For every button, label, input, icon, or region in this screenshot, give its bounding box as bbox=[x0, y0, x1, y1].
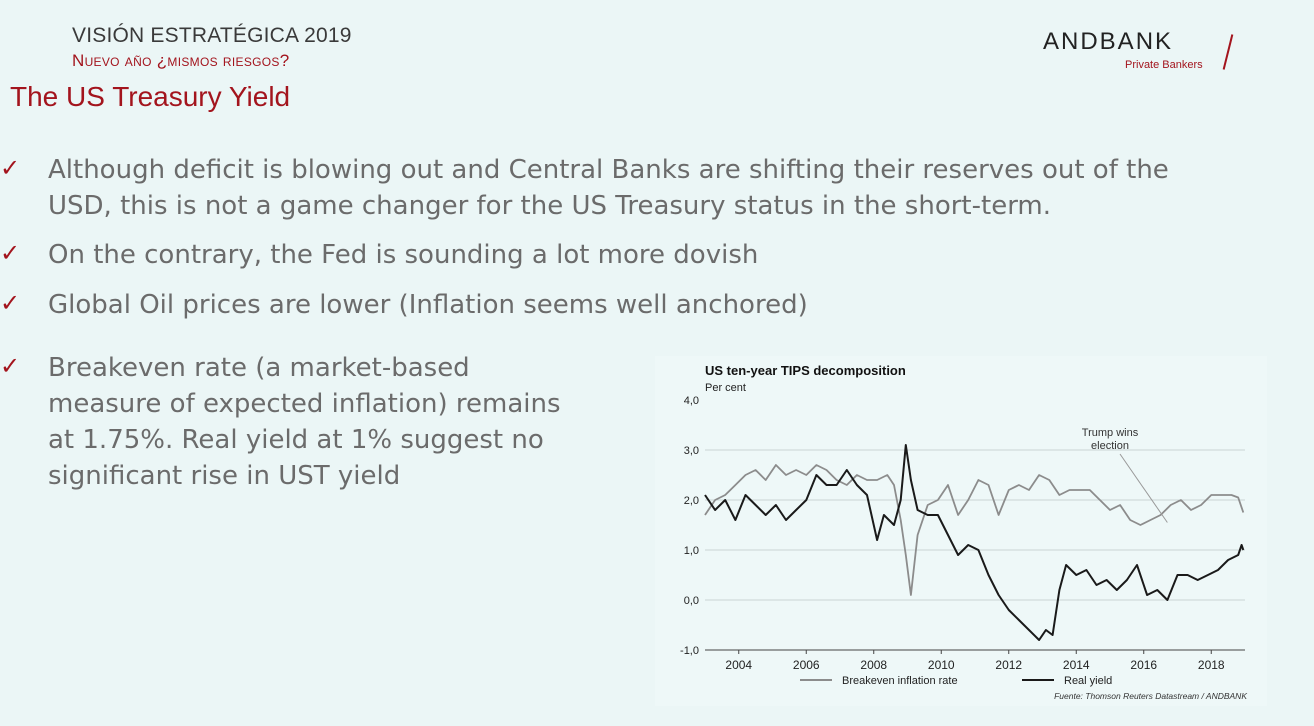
bullet-text: Breakeven rate (a market-based measure o… bbox=[48, 350, 561, 494]
y-tick-label: -1,0 bbox=[680, 645, 699, 657]
y-tick-label: 1,0 bbox=[684, 545, 699, 557]
bullet-text: Global Oil prices are lower (Inflation s… bbox=[48, 287, 808, 323]
x-tick-label: 2014 bbox=[1063, 658, 1090, 672]
x-tick-label: 2010 bbox=[928, 658, 955, 672]
x-tick-label: 2018 bbox=[1198, 658, 1225, 672]
chart-source: Fuente: Thomson Reuters Datastream / AND… bbox=[1054, 691, 1247, 701]
deck-title: VISIÓN ESTRATÉGICA 2019 bbox=[72, 24, 352, 47]
bullet-text: Although deficit is blowing out and Cent… bbox=[48, 152, 1169, 224]
logo-slash-icon bbox=[1222, 34, 1234, 70]
x-tick-label: 2006 bbox=[793, 658, 820, 672]
logo-wordmark: ANDBANK bbox=[1043, 28, 1174, 55]
y-tick-label: 2,0 bbox=[684, 495, 699, 507]
andbank-logo: ANDBANK Private Bankers bbox=[1043, 28, 1253, 76]
check-icon: ✓ bbox=[0, 352, 21, 380]
series-line-breakeven bbox=[704, 464, 1245, 596]
bullet-line: USD, this is not a game changer for the … bbox=[48, 191, 1052, 221]
annotation-leader bbox=[1119, 453, 1168, 523]
y-tick-label: 3,0 bbox=[684, 445, 699, 457]
bullet-text: On the contrary, the Fed is sounding a l… bbox=[48, 237, 758, 273]
series-line-real-yield bbox=[704, 444, 1245, 641]
check-icon: ✓ bbox=[0, 154, 21, 182]
chart-subtitle: Per cent bbox=[705, 382, 746, 394]
bullet-line: Breakeven rate (a market-based bbox=[48, 353, 470, 383]
bullet-line: at 1.75%. Real yield at 1% suggest no bbox=[48, 425, 544, 455]
x-tick-label: 2012 bbox=[995, 658, 1022, 672]
y-tick-label: 4,0 bbox=[684, 395, 699, 407]
legend-label: Breakeven inflation rate bbox=[842, 675, 958, 687]
bullet-line: Global Oil prices are lower (Inflation s… bbox=[48, 290, 808, 320]
x-tick-label: 2004 bbox=[725, 658, 752, 672]
tips-chart: US ten-year TIPS decomposition Per cent … bbox=[655, 356, 1267, 706]
bullet-line: Although deficit is blowing out and Cent… bbox=[48, 155, 1169, 185]
annotation-text: election bbox=[1091, 440, 1129, 452]
tips-chart-svg: US ten-year TIPS decomposition Per cent … bbox=[655, 356, 1267, 706]
x-tick-label: 2016 bbox=[1130, 658, 1157, 672]
chart-background bbox=[655, 356, 1267, 706]
annotation-text: Trump wins bbox=[1082, 427, 1139, 439]
bullet-line: measure of expected inflation) remains bbox=[48, 389, 561, 419]
y-tick-label: 0,0 bbox=[684, 595, 699, 607]
bullet-line: On the contrary, the Fed is sounding a l… bbox=[48, 240, 759, 270]
slide-title: The US Treasury Yield bbox=[10, 81, 291, 112]
legend-label: Real yield bbox=[1064, 675, 1112, 687]
logo-tagline: Private Bankers bbox=[1125, 59, 1203, 71]
check-icon: ✓ bbox=[0, 289, 21, 317]
deck-subtitle: Nuevo año ¿mismos riesgos? bbox=[72, 51, 290, 70]
bullet-line: significant rise in UST yield bbox=[48, 461, 401, 491]
check-icon: ✓ bbox=[0, 239, 21, 267]
x-tick-label: 2008 bbox=[860, 658, 887, 672]
chart-title: US ten-year TIPS decomposition bbox=[705, 363, 906, 378]
